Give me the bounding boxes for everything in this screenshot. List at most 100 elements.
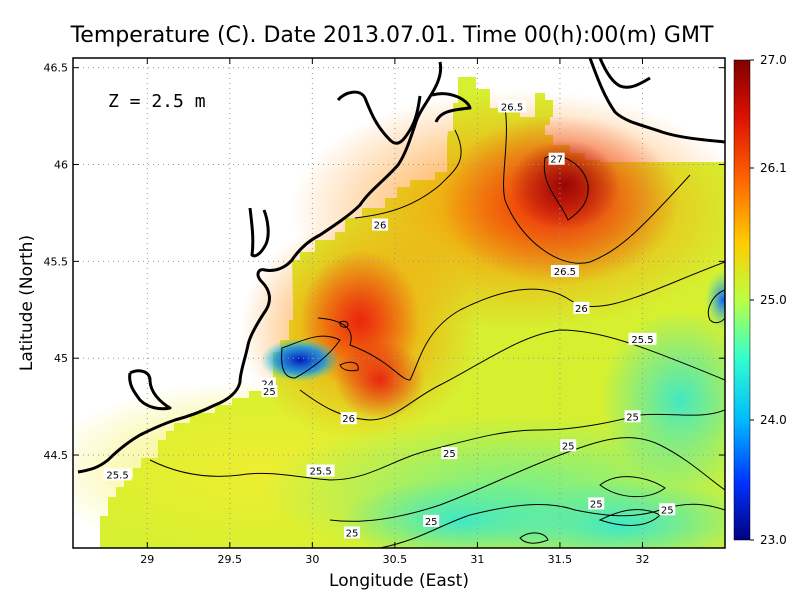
contour-label-text: 25.5 [631,335,653,346]
contour-label: 25.5 [103,468,132,481]
colorbar: 27.0 26.1 25.0 24.0 23.0 [733,53,787,547]
y-axis-ticks: 44.5 45 45.5 46 46.5 [44,62,725,462]
contour-label-bg [624,410,641,423]
contour-label: 25 [441,447,458,460]
contour-label-text: 26.5 [501,102,523,113]
contour-label-bg [441,447,458,460]
coastline [77,58,725,474]
y-tick-label: 46 [54,159,68,172]
isotherm-east-core [707,289,725,324]
isotherm-27 [543,155,589,221]
contour-label: 27 [548,152,565,166]
contour-label: 25 [659,503,676,516]
contour-label: 26.5 [498,100,527,113]
coastline-east [588,58,725,144]
y-tick-label: 45 [54,352,68,365]
contour-label-text: 25.5 [309,467,331,478]
y-tick-label: 45.5 [44,255,69,268]
x-tick-label: 31.5 [548,553,573,566]
depth-annotation: Z = 2.5 m [108,91,206,112]
contour-label-text: 26 [374,221,387,232]
contour-label: 26 [573,301,590,315]
contour-label: 26 [372,218,389,232]
contour-label-bg [340,412,357,425]
contour-label-text: 25.5 [106,470,128,481]
x-axis-title: Longitude (East) [329,571,469,591]
y-tick-label: 46.5 [44,62,69,75]
coastline-west-inlet [248,207,270,258]
contour-label-text: 25 [443,449,456,460]
contour-label-bg [588,497,605,510]
isotherm-25-east-loop [599,476,666,498]
contour-label-bg [628,332,657,345]
contour-label: 25 [343,526,360,540]
coastline-bay-north [336,90,422,145]
contour-label-bg [306,464,335,477]
sea-temperature-field [73,77,725,548]
contour-label-bg [423,514,440,527]
contour-label: 25 [624,410,641,423]
contour-label: 25 [560,439,577,452]
isotherm-blue-core [281,335,341,379]
contour-label: 26 [340,412,357,425]
plot-frame [72,57,726,549]
x-tick-label: 30.5 [383,553,408,566]
contour-label-text: 25 [590,499,603,510]
isotherm-26-middle [317,261,725,381]
colorbar-tick-label: 27.0 [760,53,787,67]
contour-label: 25 [261,385,278,398]
isotherm-south-loop [519,532,549,544]
y-tick-label: 44.5 [44,449,69,462]
colorbar-ticks: 27.0 26.1 25.0 24.0 23.0 [750,53,787,547]
x-tick-label: 31 [470,553,484,566]
x-axis-ticks: 29 29.5 30 30.5 31 31.5 32 [140,58,649,566]
isotherm-26-5-north [503,107,691,264]
contour-label-bg [498,100,527,113]
contour-label-bg [372,218,389,231]
isotherm-26-south [299,329,725,421]
colorbar-gradient [733,59,751,541]
colorbar-tick-label: 23.0 [760,533,787,547]
isotherm-25-south [379,503,725,548]
contour-label: 26.5 [550,265,579,278]
x-tick-label: 29 [140,553,154,566]
colorbar-tick-label: 26.1 [760,161,787,175]
isotherm-25-mid [329,437,725,522]
contour-label-bg [343,526,360,539]
contour-label-bg [103,468,132,481]
coastline-spit [431,92,472,123]
y-axis-title: Latitude (North) [17,235,37,371]
plot-area [73,58,725,548]
contour-label-text: 25 [661,505,674,516]
isotherm-26-north [354,129,462,219]
contour-label-text: 26.5 [554,267,576,278]
contour-label-bg [573,301,590,314]
coastline-island [598,58,651,89]
contour-label-bg [659,503,676,516]
contour-label: 25 [588,497,605,510]
chart-title: Temperature (C). Date 2013.07.01. Time 0… [70,23,714,48]
contour-label-text: 25 [626,412,639,423]
coastline-lagoon [128,369,172,411]
contour-label-text: 26 [342,414,355,425]
contour-label: 25.5 [628,332,657,346]
x-tick-label: 29.5 [218,553,243,566]
contour-label-text: 25 [425,517,438,528]
contour-label-text: 25 [263,387,276,398]
isotherm-small-loop [339,361,359,372]
contour-label-text: 27 [550,155,563,166]
contour-label: 25.5 [306,464,335,478]
contour-label-text: 25 [562,441,575,452]
coastline-main [77,61,443,474]
contour-label-text: 24 [261,379,274,390]
contour-label-bg [550,265,579,278]
x-tick-label: 30 [305,553,319,566]
contour-label-text: 26 [575,304,588,315]
contour-label: 25 [423,514,440,528]
x-tick-label: 32 [635,553,649,566]
colorbar-tick-label: 24.0 [760,413,787,427]
contour-label-bg [548,152,565,165]
contour-label-bg [560,439,577,452]
